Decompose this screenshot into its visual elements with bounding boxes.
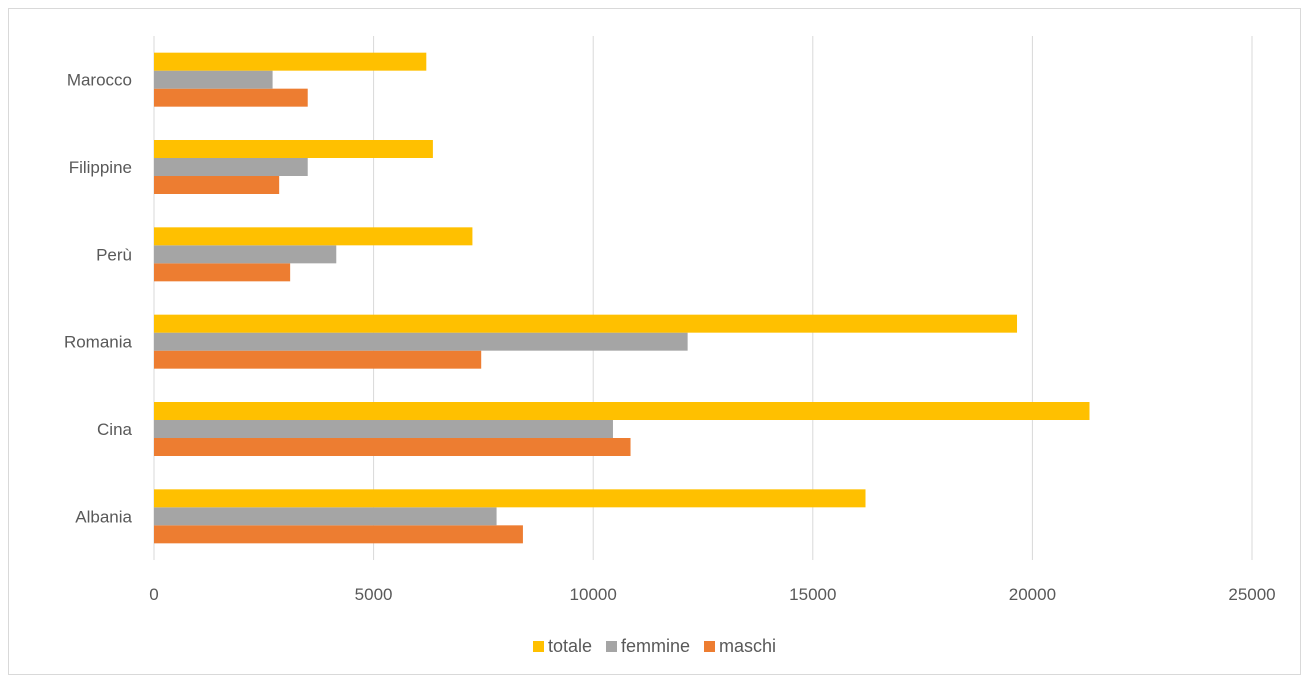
bar-femmine-cina	[154, 420, 613, 438]
x-tick-label-25000: 25000	[1228, 585, 1275, 604]
category-label-marocco: Marocco	[67, 71, 132, 90]
bar-femmine-filippine	[154, 158, 308, 176]
category-label-albania: Albania	[75, 507, 132, 526]
bar-totale-albania	[154, 489, 866, 508]
legend: totale femmine maschi	[0, 636, 1309, 657]
bar-maschi-cina	[154, 438, 631, 456]
bar-femmine-perù	[154, 245, 337, 264]
legend-item-femmine: femmine	[606, 636, 690, 657]
category-label-filippine: Filippine	[69, 158, 132, 177]
bar-femmine-albania	[154, 507, 497, 526]
bar-maschi-filippine	[154, 176, 280, 194]
legend-label-maschi: maschi	[719, 636, 777, 656]
x-tick-label-15000: 15000	[789, 585, 836, 604]
bar-totale-filippine	[154, 140, 433, 158]
category-label-romania: Romania	[64, 333, 133, 352]
legend-label-totale: totale	[547, 636, 592, 656]
bar-maschi-marocco	[154, 88, 308, 107]
bar-femmine-marocco	[154, 70, 273, 89]
bars	[154, 52, 1090, 544]
x-tick-label-10000: 10000	[570, 585, 617, 604]
legend-swatch-totale	[532, 641, 544, 652]
legend-swatch-femmine	[606, 641, 617, 652]
bar-totale-cina	[154, 402, 1090, 420]
bar-maschi-albania	[154, 525, 523, 544]
x-tick-label-5000: 5000	[355, 585, 393, 604]
bar-totale-marocco	[154, 52, 427, 71]
category-labels: Albania Cina Romania Perù Filippine Marocco	[64, 71, 133, 527]
x-tick-label-20000: 20000	[1009, 585, 1056, 604]
legend-item-maschi: maschi	[704, 636, 776, 657]
legend-swatch-maschi	[704, 641, 716, 652]
bar-femmine-romania	[154, 332, 688, 351]
x-tick-labels: 0 5000 10000 15000 20000 25000	[149, 585, 1275, 604]
bar-maschi-romania	[154, 350, 482, 369]
legend-label-femmine: femmine	[621, 636, 691, 656]
x-tick-label-0: 0	[149, 585, 158, 604]
gridlines	[153, 36, 1253, 560]
bar-totale-perù	[154, 227, 473, 246]
category-label-perù: Perù	[96, 245, 132, 264]
bar-totale-romania	[154, 314, 1018, 333]
bar-maschi-perù	[154, 263, 291, 282]
legend-item-totale: totale	[532, 636, 592, 657]
category-label-cina: Cina	[97, 420, 133, 439]
